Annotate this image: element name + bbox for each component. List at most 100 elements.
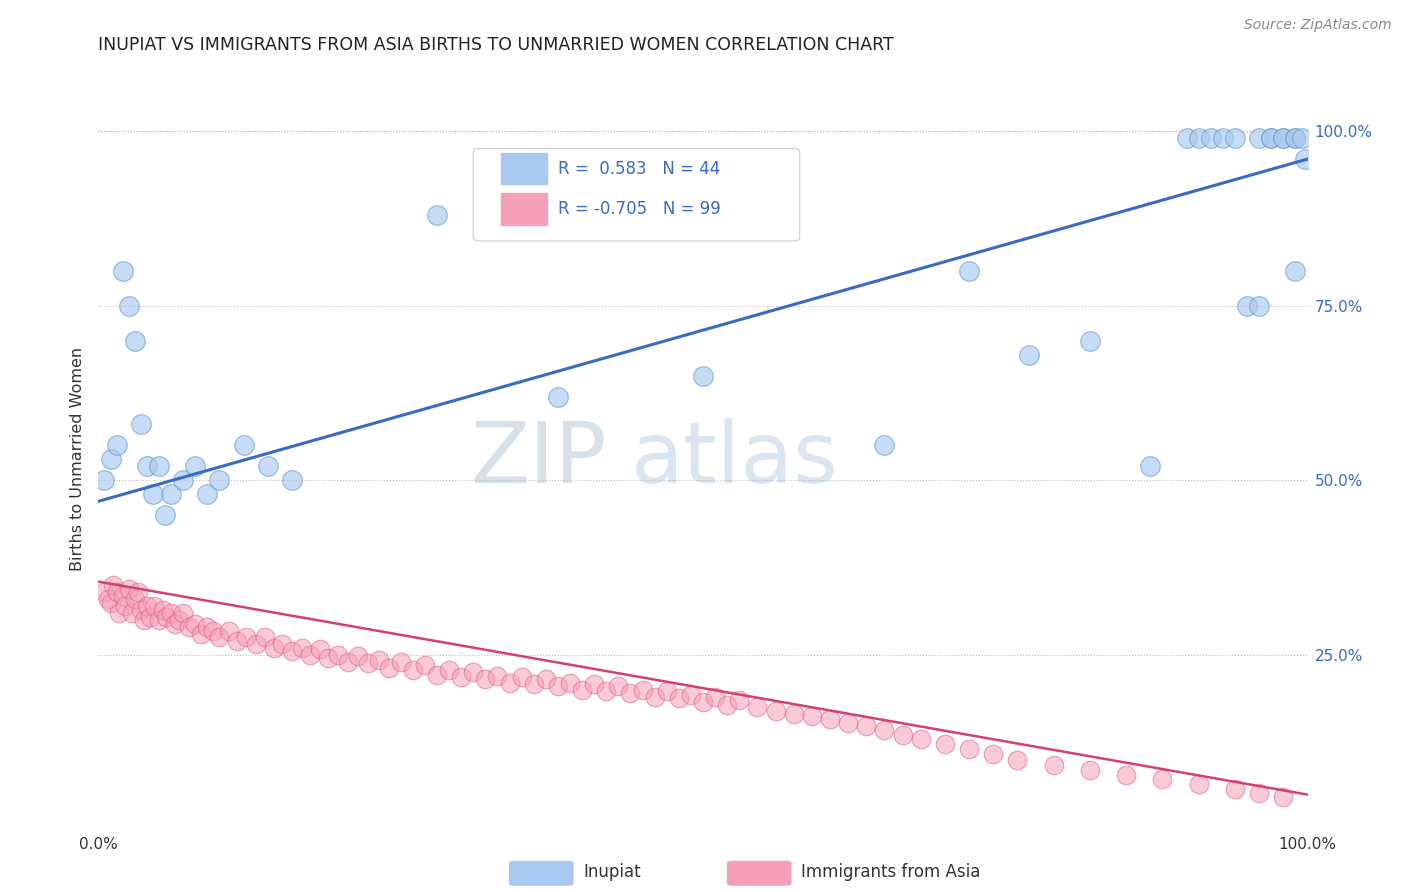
Point <box>1236 299 1258 313</box>
Point <box>135 599 157 613</box>
Point <box>256 459 278 474</box>
Point <box>245 637 267 651</box>
Point <box>160 487 183 501</box>
Point <box>108 606 131 620</box>
Point <box>1078 334 1101 348</box>
Point <box>837 715 859 730</box>
Point <box>498 676 520 690</box>
Point <box>163 616 186 631</box>
Point <box>402 663 425 677</box>
FancyBboxPatch shape <box>474 148 800 241</box>
Point <box>644 690 666 704</box>
Point <box>357 657 380 671</box>
Point <box>891 728 914 742</box>
Point <box>124 334 146 348</box>
Point <box>1249 299 1271 313</box>
Point <box>105 585 128 599</box>
Bar <box>501 153 547 185</box>
Point <box>981 747 1004 761</box>
Point <box>377 660 399 674</box>
Point <box>1139 459 1161 474</box>
Point <box>800 709 823 723</box>
Point <box>1078 763 1101 777</box>
Point <box>208 473 231 487</box>
Point <box>336 655 359 669</box>
Point <box>111 589 134 603</box>
Point <box>934 737 956 751</box>
Point <box>139 609 162 624</box>
Point <box>437 663 460 677</box>
Point <box>747 700 769 714</box>
Point <box>114 599 136 613</box>
Point <box>129 417 152 432</box>
Point <box>692 368 714 383</box>
Point <box>910 731 932 746</box>
Point <box>129 602 152 616</box>
Point <box>308 642 330 657</box>
Point <box>1284 131 1306 145</box>
Point <box>619 686 641 700</box>
Point <box>510 670 533 684</box>
Point <box>101 578 124 592</box>
Point <box>558 676 581 690</box>
Point <box>1199 131 1222 145</box>
Point <box>152 602 174 616</box>
Point <box>523 677 546 691</box>
Point <box>124 592 146 607</box>
Point <box>1272 131 1295 145</box>
Point <box>93 473 115 487</box>
Point <box>547 390 569 404</box>
Point <box>172 473 194 487</box>
Point <box>873 438 896 452</box>
Point <box>121 606 143 620</box>
Point <box>1152 772 1174 787</box>
Point <box>595 684 617 698</box>
Point <box>190 627 212 641</box>
Point <box>1212 131 1234 145</box>
Point <box>583 677 606 691</box>
Point <box>486 669 509 683</box>
Point <box>118 582 141 596</box>
Point <box>1223 782 1246 797</box>
Point <box>160 606 183 620</box>
Point <box>148 459 170 474</box>
Point <box>169 613 191 627</box>
Point <box>202 624 225 638</box>
Point <box>179 620 201 634</box>
Point <box>1249 131 1271 145</box>
Point <box>281 473 304 487</box>
Point <box>413 658 436 673</box>
Point <box>326 648 349 662</box>
Point <box>1272 790 1295 805</box>
Point <box>607 679 630 693</box>
Point <box>426 208 449 222</box>
Text: INUPIAT VS IMMIGRANTS FROM ASIA BIRTHS TO UNMARRIED WOMEN CORRELATION CHART: INUPIAT VS IMMIGRANTS FROM ASIA BIRTHS T… <box>98 36 894 54</box>
Point <box>1018 348 1040 362</box>
Point <box>1291 131 1313 145</box>
Point <box>232 438 254 452</box>
Point <box>1284 264 1306 278</box>
Point <box>855 719 877 733</box>
Point <box>195 487 218 501</box>
Point <box>1260 131 1282 145</box>
Point <box>97 592 120 607</box>
Point <box>299 648 322 662</box>
Point <box>1223 131 1246 145</box>
Point <box>957 264 980 278</box>
Point <box>818 712 841 726</box>
Point <box>463 665 485 680</box>
Point <box>873 723 896 738</box>
Point <box>534 673 557 687</box>
Point <box>957 742 980 756</box>
Point <box>547 679 569 693</box>
Point <box>172 606 194 620</box>
Point <box>184 459 207 474</box>
Point <box>426 667 449 681</box>
Point <box>474 673 496 687</box>
Point <box>450 670 472 684</box>
Point <box>316 651 339 665</box>
Point <box>668 691 690 706</box>
Point <box>100 596 122 610</box>
Point <box>765 704 787 718</box>
Point <box>134 613 156 627</box>
